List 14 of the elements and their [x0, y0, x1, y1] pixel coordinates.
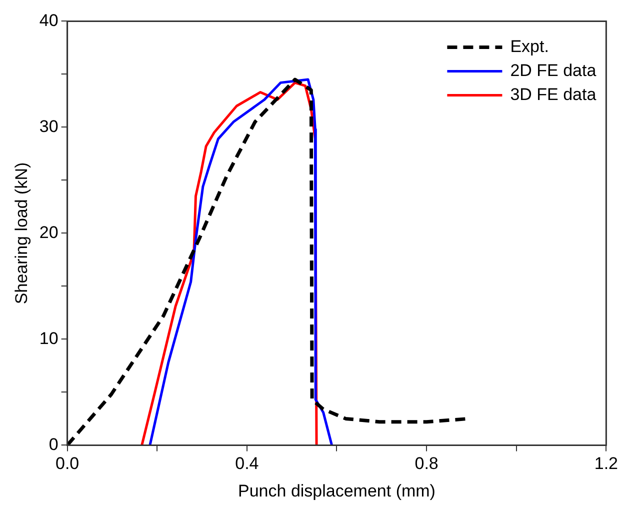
x-tick-label: 0.0 [55, 454, 80, 474]
x-tick-label: 1.2 [594, 454, 618, 474]
y-tick-label: 10 [39, 328, 58, 348]
y-tick-label: 30 [39, 116, 58, 136]
legend-label: 2D FE data [510, 60, 597, 80]
y-tick-label: 40 [39, 10, 58, 30]
x-tick-label: 0.8 [414, 454, 438, 474]
legend-label: Expt. [510, 36, 549, 56]
y-tick-label: 0 [48, 434, 58, 454]
y-axis-title: Shearing load (kN) [12, 162, 31, 304]
legend-label: 3D FE data [510, 84, 597, 104]
x-tick-label: 0.4 [235, 454, 259, 474]
y-tick-label: 20 [39, 222, 58, 242]
x-axis-title: Punch displacement (mm) [238, 481, 436, 500]
